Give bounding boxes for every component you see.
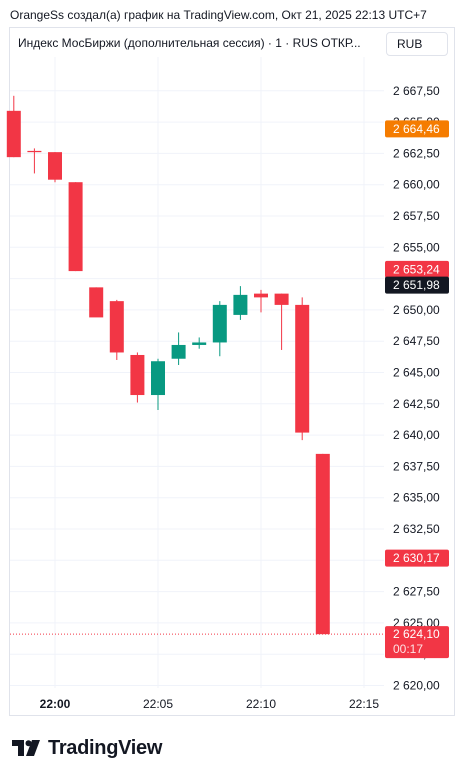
candle-body[interactable] xyxy=(295,304,310,433)
y-tick-label: 2 627,50 xyxy=(393,585,440,599)
candle-body[interactable] xyxy=(233,294,248,315)
candle-body[interactable] xyxy=(89,287,104,318)
candle-body[interactable] xyxy=(151,361,165,396)
y-tick-label: 2 620,00 xyxy=(393,678,440,692)
last-price-badge xyxy=(385,626,449,659)
x-tick-label: 22:15 xyxy=(349,697,379,711)
candle-body[interactable] xyxy=(192,342,207,345)
candle-body[interactable] xyxy=(48,152,62,180)
candle-body[interactable] xyxy=(27,150,42,153)
y-tick-label: 2 662,50 xyxy=(393,146,440,160)
price-label-text: 2 664,46 xyxy=(393,122,440,136)
y-tick-label: 2 640,00 xyxy=(393,428,440,442)
candle-body[interactable] xyxy=(68,182,83,272)
candle-body[interactable] xyxy=(171,344,186,359)
chart-frame xyxy=(9,27,455,716)
candle-body[interactable] xyxy=(109,301,124,353)
price-label-badge xyxy=(385,260,449,278)
candle-body[interactable] xyxy=(6,110,21,158)
y-tick-label: 2 645,00 xyxy=(393,366,440,380)
price-label-badge xyxy=(385,549,449,567)
price-label-text: 2 653,24 xyxy=(393,262,440,276)
tradingview-logo-text: TradingView xyxy=(48,736,163,759)
y-tick-label: 2 637,50 xyxy=(393,459,440,473)
chart-attribution: OrangeSs создал(а) график на TradingView… xyxy=(10,8,427,22)
price-label-badge xyxy=(385,276,449,294)
tradingview-logo-icon xyxy=(12,740,40,756)
currency-button[interactable]: RUB xyxy=(386,32,448,56)
x-tick-label: 22:00 xyxy=(40,697,71,711)
candle-body[interactable] xyxy=(254,293,268,298)
y-tick-label: 2 642,50 xyxy=(393,397,440,411)
candle-body[interactable] xyxy=(315,453,330,635)
y-tick-label: 2 647,50 xyxy=(393,334,440,348)
candle-body[interactable] xyxy=(130,354,145,396)
y-tick-label: 2 667,50 xyxy=(393,84,440,98)
y-tick-label: 2 635,00 xyxy=(393,491,440,505)
y-tick-label: 2 650,00 xyxy=(393,303,440,317)
y-tick-label: 2 657,50 xyxy=(393,209,440,223)
candle-body[interactable] xyxy=(274,293,289,305)
tradingview-logo[interactable]: TradingView xyxy=(12,736,162,760)
y-tick-label: 2 660,00 xyxy=(393,178,440,192)
y-tick-label: 2 655,00 xyxy=(393,240,440,254)
bar-countdown-text: 00:17 xyxy=(393,642,423,656)
x-tick-label: 22:10 xyxy=(246,697,276,711)
y-tick-label: 2 632,50 xyxy=(393,522,440,536)
price-label-badge xyxy=(385,120,449,138)
last-price-text: 2 624,10 xyxy=(393,627,440,641)
x-tick-label: 22:05 xyxy=(143,697,173,711)
price-label-text: 2 630,17 xyxy=(393,551,440,565)
candle-body[interactable] xyxy=(212,304,227,343)
price-label-text: 2 651,98 xyxy=(393,278,440,292)
